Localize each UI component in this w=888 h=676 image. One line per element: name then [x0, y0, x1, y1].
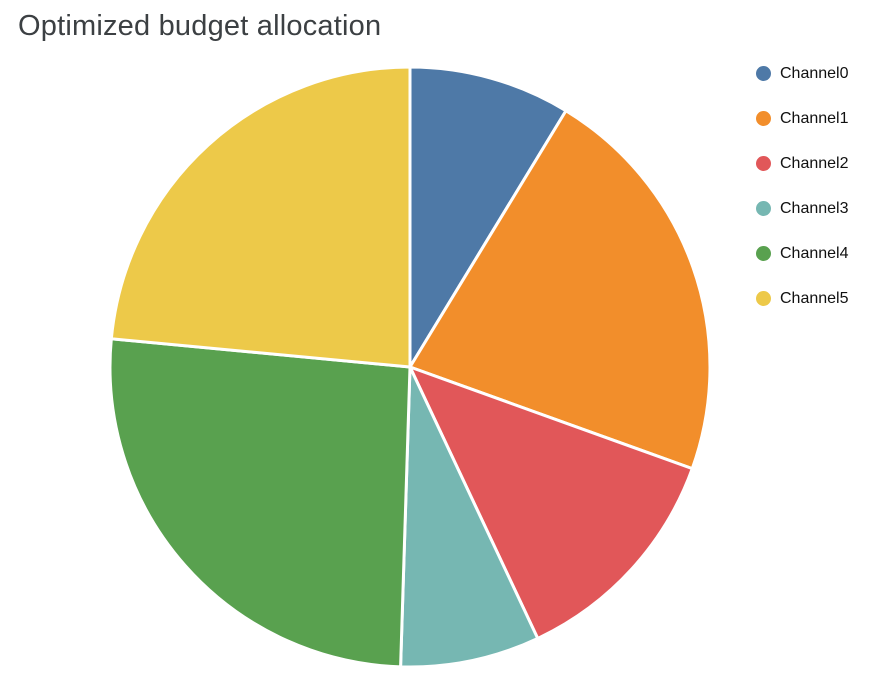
pie-slice-channel3 — [399, 365, 540, 669]
pie-slice-channel5 — [109, 65, 412, 369]
legend-item-channel1: Channel1 — [756, 108, 849, 129]
legend-item-channel4: Channel4 — [756, 243, 849, 264]
pie-slice-channel0 — [408, 65, 568, 369]
legend-item-channel0: Channel0 — [756, 63, 849, 84]
legend: Channel0 Channel1 Channel2 Channel3 Channel4… — [756, 63, 849, 333]
legend-label: Channel0 — [780, 64, 849, 82]
pie-slice-channel4 — [108, 337, 412, 669]
legend-label: Channel3 — [780, 199, 849, 217]
legend-swatch-icon — [756, 156, 771, 171]
legend-label: Channel2 — [780, 154, 849, 172]
pie-slice-channel2 — [408, 365, 694, 640]
legend-swatch-icon — [756, 246, 771, 261]
legend-item-channel3: Channel3 — [756, 198, 849, 219]
pie-slice-channel1 — [408, 109, 712, 471]
legend-swatch-icon — [756, 66, 771, 81]
legend-swatch-icon — [756, 291, 771, 306]
legend-swatch-icon — [756, 111, 771, 126]
legend-item-channel2: Channel2 — [756, 153, 849, 174]
legend-label: Channel5 — [780, 289, 849, 307]
legend-label: Channel1 — [780, 109, 849, 127]
legend-item-channel5: Channel5 — [756, 288, 849, 309]
legend-swatch-icon — [756, 201, 771, 216]
chart-title: Optimized budget allocation — [18, 10, 382, 42]
legend-label: Channel4 — [780, 244, 849, 262]
